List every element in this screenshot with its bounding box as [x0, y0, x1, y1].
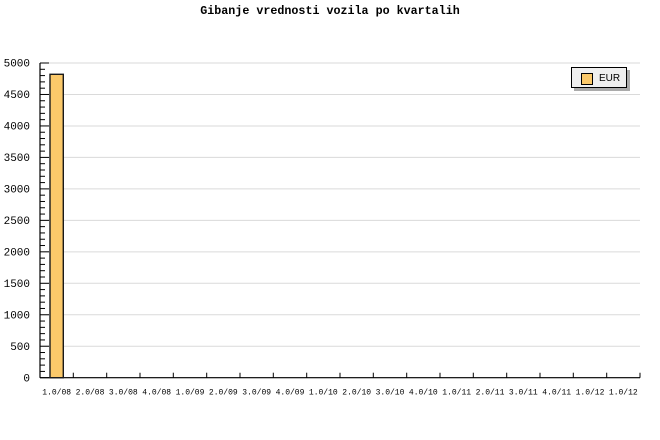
svg-text:3.0/08: 3.0/08: [109, 389, 138, 398]
svg-text:2000: 2000: [4, 248, 30, 260]
svg-text:1.0/09: 1.0/09: [176, 389, 205, 398]
svg-text:2.0/10: 2.0/10: [342, 389, 371, 398]
svg-text:3.0/09: 3.0/09: [242, 389, 271, 398]
svg-text:3.0/11: 3.0/11: [509, 389, 538, 398]
svg-text:1.0/12: 1.0/12: [576, 389, 605, 398]
svg-text:1000: 1000: [4, 311, 30, 323]
svg-text:2500: 2500: [4, 216, 30, 228]
svg-text:4.0/08: 4.0/08: [142, 389, 171, 398]
svg-text:0: 0: [23, 373, 30, 385]
svg-text:4000: 4000: [4, 122, 30, 134]
svg-text:5000: 5000: [4, 59, 30, 71]
svg-text:2.0/08: 2.0/08: [76, 389, 105, 398]
svg-text:3.0/10: 3.0/10: [376, 389, 405, 398]
svg-text:3000: 3000: [4, 185, 30, 197]
svg-text:3500: 3500: [4, 153, 30, 165]
svg-text:4.0/09: 4.0/09: [276, 389, 305, 398]
svg-text:500: 500: [10, 342, 30, 354]
svg-text:1.0/10: 1.0/10: [309, 389, 338, 398]
svg-text:4500: 4500: [4, 90, 30, 102]
svg-text:4.0/11: 4.0/11: [542, 389, 571, 398]
svg-text:2.0/09: 2.0/09: [209, 389, 238, 398]
svg-text:1.0/12: 1.0/12: [609, 389, 638, 398]
svg-text:2.0/11: 2.0/11: [476, 389, 505, 398]
svg-text:1.0/11: 1.0/11: [442, 389, 471, 398]
svg-text:1500: 1500: [4, 279, 30, 291]
svg-text:4.0/10: 4.0/10: [409, 389, 438, 398]
svg-text:1.0/08: 1.0/08: [42, 389, 71, 398]
